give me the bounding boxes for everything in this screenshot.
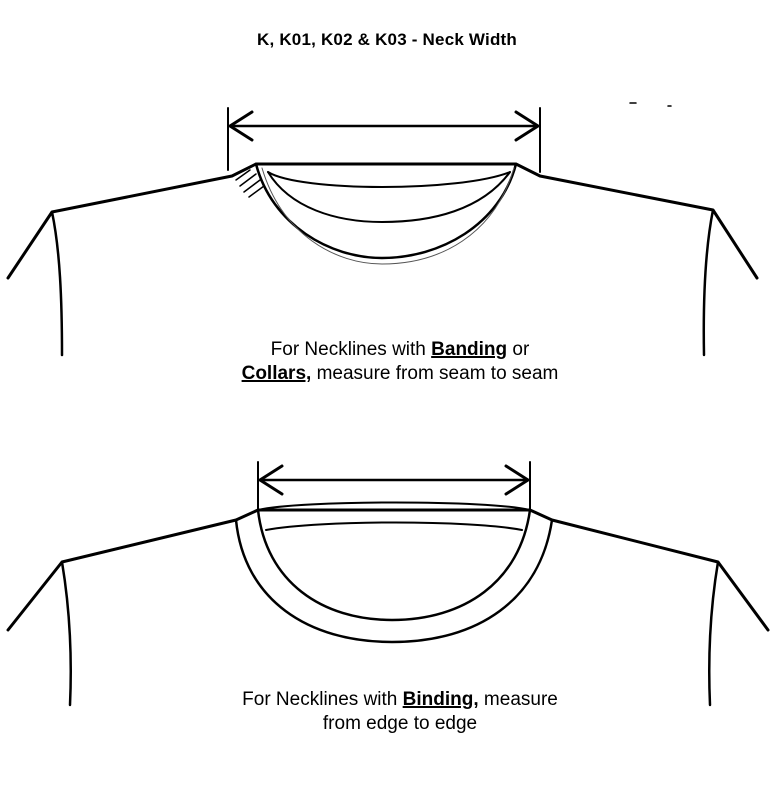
top-caption-text-2: or xyxy=(507,339,530,360)
bottom-caption-text-1: For Necklines with xyxy=(242,689,403,710)
bottom-arrowhead-left xyxy=(258,464,284,496)
bottom-caption: For Necklines with Binding, measure from… xyxy=(180,688,620,736)
top-caption: For Necklines with Banding or Collars, m… xyxy=(190,338,610,386)
bottom-shirt-outline xyxy=(6,508,770,632)
top-caption-emphasis-banding: Banding xyxy=(431,339,508,360)
bottom-back-binding-top xyxy=(257,501,531,511)
top-neck-back xyxy=(267,171,511,188)
bottom-binding-inner xyxy=(256,508,532,622)
top-left-sleeve-seam xyxy=(50,210,64,357)
top-right-sleeve-seam xyxy=(702,208,715,357)
bottom-shirt xyxy=(6,461,770,707)
top-arrowhead-left xyxy=(228,110,254,142)
top-neck-band-outer xyxy=(254,162,518,260)
top-caption-emphasis-collars: Collars, xyxy=(241,363,312,384)
bottom-binding-outer xyxy=(234,518,554,644)
bottom-left-sleeve-seam xyxy=(60,560,72,707)
top-neck-band-inner xyxy=(267,171,511,223)
top-neck-band-stitch xyxy=(261,167,515,265)
top-arrowhead-right xyxy=(514,110,540,142)
top-caption-text-1: For Necklines with xyxy=(270,339,432,360)
bottom-caption-text-3: from edge to edge xyxy=(322,713,478,734)
bottom-back-binding-bottom xyxy=(265,521,523,531)
bottom-caption-emphasis-binding: Binding, xyxy=(402,689,479,710)
bottom-arrowhead-right xyxy=(504,464,530,496)
top-shirt-outline xyxy=(6,162,759,280)
page-title: K, K01, K02 & K03 - Neck Width xyxy=(257,30,517,49)
top-caption-text-3: measure from seam to seam xyxy=(311,363,559,384)
bottom-caption-text-2: measure xyxy=(478,689,558,710)
top-band-hatch xyxy=(235,169,265,198)
top-shirt xyxy=(6,107,759,357)
bottom-right-sleeve-seam xyxy=(708,560,720,707)
